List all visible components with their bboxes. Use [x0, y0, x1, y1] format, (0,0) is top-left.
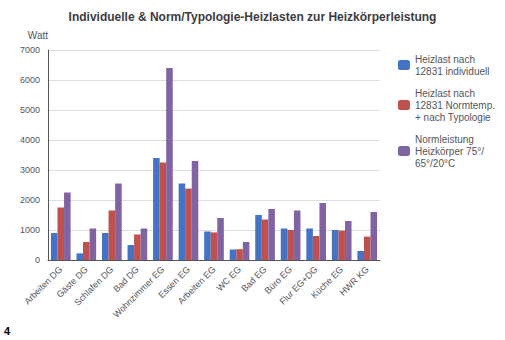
svg-text:65°/20°C: 65°/20°C	[415, 158, 455, 169]
svg-text:Wohnzimmer EG: Wohnzimmer EG	[111, 264, 167, 320]
svg-text:Essen EG: Essen EG	[156, 264, 192, 301]
svg-text:Heizkörper 75°/: Heizkörper 75°/	[415, 146, 484, 157]
svg-text:Watt: Watt	[28, 30, 48, 41]
svg-text:4000: 4000	[20, 135, 40, 145]
svg-text:12831 individuell: 12831 individuell	[415, 66, 490, 77]
svg-text:5000: 5000	[20, 105, 40, 115]
svg-text:Küche EG: Küche EG	[309, 264, 345, 300]
svg-text:Gäste DG: Gäste DG	[54, 264, 90, 300]
svg-text:3000: 3000	[20, 165, 40, 175]
svg-text:1000: 1000	[20, 225, 40, 235]
svg-text:Individuelle & Norm/Typologie-: Individuelle & Norm/Typologie-Heizlasten…	[69, 10, 437, 24]
svg-text:Arbeiten DG: Arbeiten DG	[22, 264, 64, 306]
svg-text:Büro EG: Büro EG	[262, 264, 295, 296]
svg-text:12831 Normtemp.: 12831 Normtemp.	[415, 100, 495, 111]
svg-text:Heizlast nach: Heizlast nach	[415, 54, 475, 65]
svg-text:Flur EG+DG: Flur EG+DG	[277, 264, 319, 306]
svg-text:Bad DG: Bad DG	[111, 264, 141, 295]
svg-text:0: 0	[35, 255, 40, 265]
svg-text:HWR KG: HWR KG	[338, 264, 371, 297]
svg-text:Bad EG: Bad EG	[239, 264, 269, 294]
svg-text:Arbeiten EG: Arbeiten EG	[176, 264, 218, 306]
svg-text:WC EG: WC EG	[214, 264, 243, 293]
svg-text:Heizlast nach: Heizlast nach	[415, 88, 475, 99]
svg-text:4: 4	[4, 325, 11, 337]
svg-text:Schlafen DG: Schlafen DG	[72, 264, 115, 307]
svg-text:7000: 7000	[20, 45, 40, 55]
svg-text:6000: 6000	[20, 75, 40, 85]
svg-text:+ nach Typologie: + nach Typologie	[415, 112, 491, 123]
svg-text:Normleistung: Normleistung	[415, 134, 474, 145]
svg-text:2000: 2000	[20, 195, 40, 205]
